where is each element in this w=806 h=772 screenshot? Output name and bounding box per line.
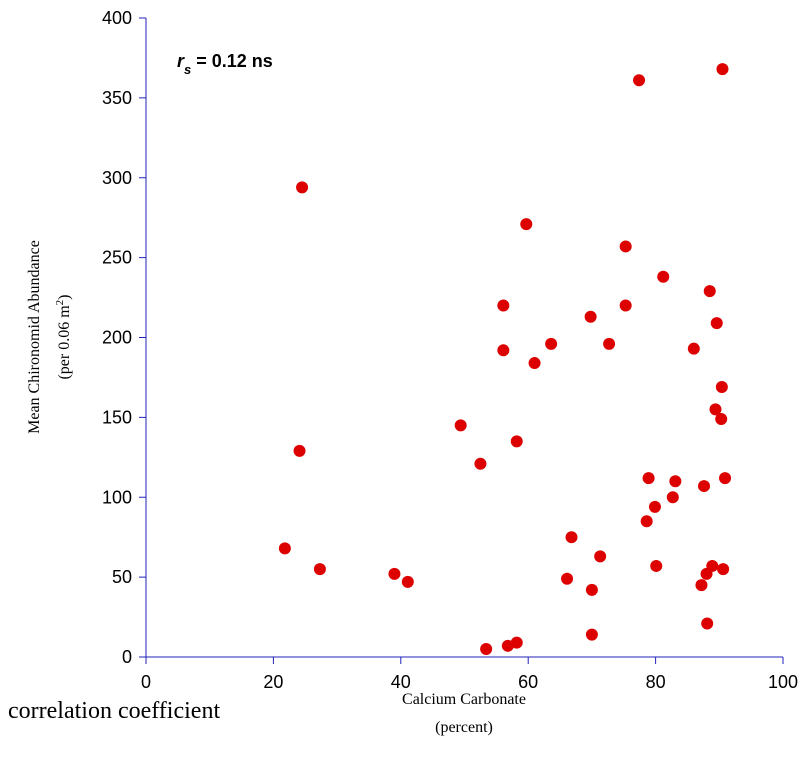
x-tick-label: 40 — [391, 672, 411, 692]
data-point — [698, 480, 711, 493]
data-point — [666, 491, 679, 504]
data-point — [565, 531, 578, 544]
y-axis-unit-prefix: (per 0.06 m — [56, 305, 73, 380]
data-point — [619, 299, 632, 312]
data-point — [497, 299, 510, 312]
x-tick-label: 80 — [646, 672, 666, 692]
data-point — [669, 475, 682, 488]
annotation-subscript: s — [184, 62, 191, 77]
data-point — [717, 563, 730, 576]
data-point — [650, 559, 663, 572]
data-point — [716, 63, 729, 76]
data-point — [584, 310, 597, 323]
x-tick-label: 0 — [141, 672, 151, 692]
x-axis-unit: (percent) — [435, 719, 493, 736]
data-point — [480, 643, 493, 656]
annotation-symbol: r — [177, 51, 185, 71]
data-point — [633, 74, 646, 87]
data-point — [642, 472, 655, 485]
axes — [145, 18, 783, 658]
data-point — [687, 342, 700, 355]
data-point — [657, 270, 670, 283]
data-point — [510, 636, 523, 649]
data-point — [709, 403, 722, 416]
data-point — [454, 419, 467, 432]
data-point — [640, 515, 653, 528]
data-point — [619, 240, 632, 253]
data-point — [401, 575, 414, 588]
data-point — [497, 344, 510, 357]
x-tick-label: 100 — [768, 672, 798, 692]
data-point — [719, 472, 732, 485]
x-axis-title: Calcium Carbonate — [402, 691, 526, 708]
data-point — [603, 337, 616, 350]
data-point — [520, 218, 533, 231]
data-point — [528, 357, 541, 370]
data-point — [545, 337, 558, 350]
data-point — [695, 579, 708, 592]
y-tick-label: 50 — [112, 567, 132, 587]
x-tick-label: 20 — [263, 672, 283, 692]
data-point — [585, 583, 598, 596]
y-tick-label: 300 — [102, 168, 132, 188]
y-axis-title: Mean Chironomid Abundance — [26, 240, 43, 434]
ticks: 0 50 100 150 200 250 300 350 400 0 20 40 60 80 100 — [102, 8, 798, 692]
data-point — [703, 285, 716, 298]
data-points — [278, 63, 732, 656]
data-point — [293, 444, 306, 457]
data-point — [715, 412, 728, 425]
footer-caption: correlation coefficient — [8, 698, 220, 724]
x-tick-label: 60 — [518, 672, 538, 692]
data-point — [585, 628, 598, 641]
data-point — [706, 559, 719, 572]
data-point — [715, 381, 728, 394]
data-point — [510, 435, 523, 448]
data-point — [278, 542, 291, 555]
y-tick-label: 100 — [102, 487, 132, 507]
data-point — [561, 572, 574, 585]
y-tick-label: 250 — [102, 248, 132, 268]
data-point — [388, 567, 401, 580]
data-point — [710, 317, 723, 330]
y-tick-label: 350 — [102, 88, 132, 108]
y-tick-label: 150 — [102, 407, 132, 427]
data-point — [313, 563, 326, 576]
data-point — [594, 550, 607, 563]
data-point — [474, 457, 487, 470]
data-point — [701, 617, 714, 630]
y-tick-label: 200 — [102, 328, 132, 348]
y-axis-unit-suffix: ) — [56, 294, 73, 299]
y-tick-label: 0 — [122, 647, 132, 667]
annotation-text: = 0.12 ns — [191, 51, 273, 71]
data-point — [296, 181, 309, 194]
y-axis-unit-sup: 2 — [54, 300, 66, 306]
correlation-annotation: rs = 0.12 ns — [177, 51, 273, 77]
y-axis-unit: (per 0.06 m2) — [54, 294, 73, 379]
y-tick-label: 400 — [102, 8, 132, 28]
data-point — [648, 500, 661, 513]
